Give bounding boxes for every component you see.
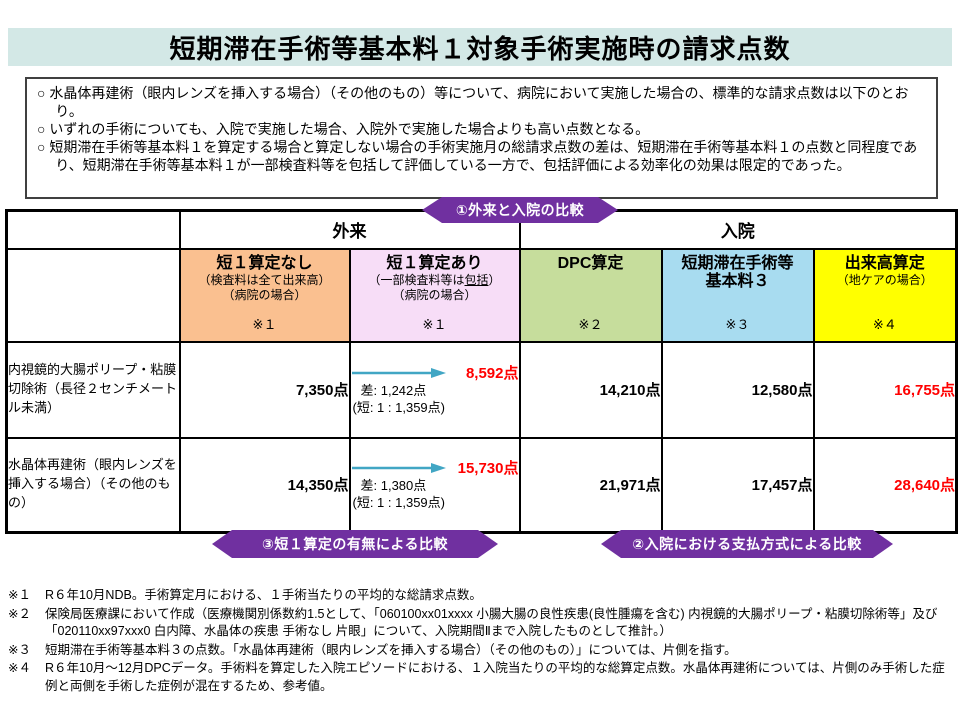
col-footnote-ref: ※２ [578, 316, 603, 332]
note-item: ○ 短期滞在手術等基本料１を算定する場合と算定しない場合の手術実施月の総請求点数… [37, 139, 918, 173]
col-header-text: 短１算定あり （一部検査料等は包括） （病院の場合） [368, 255, 500, 305]
points-value-red: 15,730点 [457, 460, 519, 478]
diff-value: 差: 1,380点 [360, 478, 427, 494]
col-header-content: 短期滞在手術等 基本料３ ※３ [663, 250, 813, 337]
tan1-reference-value: (短: 1 : 1,359点) [352, 400, 445, 415]
cell-fee-for-service: 16,755点 [812, 340, 958, 439]
footnote-item: ※２ 保険局医療課において作成（医療機関別係数約1.5として、「060100xx… [8, 606, 954, 641]
col-header-tan1-ari: 短１算定あり （一部検査料等は包括） （病院の場合） ※１ [348, 247, 521, 343]
col-subtitle: （病院の場合） [222, 288, 307, 303]
col-subtitle-underlined: 包括 [464, 272, 489, 287]
col-footnote-ref: ※３ [725, 316, 750, 332]
footnote-item: ※４ R６年10月～12月DPCデータ。手術料を算定した入院エピソードにおける、… [8, 660, 954, 695]
footnote-text: 短期滞在手術等基本料３の点数。「水晶体再建術（眼内レンズを挿入する場合）（その他… [45, 642, 737, 657]
col-header-dekidaka: 出来高算定 （地ケアの場合） ※４ [812, 247, 958, 343]
col-header-dpc: DPC算定 ※２ [518, 247, 663, 343]
banner-payment-method-comparison: ②入院における支払方式による比較 [601, 530, 893, 558]
col-subtitle: （地ケアの場合） [836, 272, 933, 287]
cell-no-tan1: 14,350点 [178, 436, 351, 534]
col-header-text: 出来高算定 （地ケアの場合） [837, 255, 933, 289]
footnote-marker: ※１ [8, 588, 31, 602]
tan1-reference-value: (短: 1 : 1,359点) [352, 495, 445, 511]
summary-notes-box: ○ 水晶体再建術（眼内レンズを挿入する場合）（その他のもの）等について、病院にお… [25, 77, 938, 199]
footnote-item: ※３ 短期滞在手術等基本料３の点数。「水晶体再建術（眼内レンズを挿入する場合）（… [8, 642, 954, 660]
col-header-content: DPC算定 ※２ [521, 250, 661, 337]
col-subtitle-suffix: ） [488, 272, 501, 287]
col-title: 短期滞在手術等 基本料３ [681, 254, 794, 290]
col-header-content: 出来高算定 （地ケアの場合） ※４ [815, 250, 956, 337]
footnote-marker: ※４ [8, 661, 31, 675]
cell-fee-for-service: 28,640点 [812, 436, 958, 534]
col-header-text: 短１算定なし （検査料は全て出来高） （病院の場合） [198, 255, 330, 305]
cell-dpc: 21,971点 [518, 436, 663, 534]
banner-tan1-comparison: ③短１算定の有無による比較 [212, 530, 498, 558]
col-header-tanki3: 短期滞在手術等 基本料３ ※３ [660, 247, 815, 343]
points-value-red: 8,592点 [465, 365, 519, 383]
cell-tanki3: 12,580点 [660, 340, 815, 439]
row-label-header-cell [5, 247, 181, 343]
comparison-line: 15,730点 [351, 457, 519, 478]
col-subtitle-prefix: （一部検査料等は [368, 272, 465, 287]
row-label-polypectomy: 内視鏡的大腸ポリープ・粘膜切除術（長径２センチメートル未満） [5, 340, 181, 439]
col-title: 短１算定なし [216, 254, 313, 272]
footnote-text: R６年10月～12月DPCデータ。手術料を算定した入院エピソードにおける、１入院… [45, 661, 945, 693]
table-row: 内視鏡的大腸ポリープ・粘膜切除術（長径２センチメートル未満） 7,350点 8,… [5, 340, 958, 439]
col-footnote-ref: ※４ [872, 316, 897, 332]
footnote-marker: ※３ [8, 642, 31, 657]
col-title: 出来高算定 [844, 254, 925, 272]
cell-tanki3: 17,457点 [660, 436, 815, 534]
row-label-lens-reconstruction: 水晶体再建術（眼内レンズを挿入する場合）（その他のもの） [5, 436, 181, 534]
corner-cell [5, 209, 181, 250]
table-row: 水晶体再建術（眼内レンズを挿入する場合）（その他のもの） 14,350点 15,… [5, 436, 958, 534]
banner-outpatient-vs-inpatient: ①外来と入院の比較 [422, 197, 618, 223]
col-header-tan1-nashi: 短１算定なし （検査料は全て出来高） （病院の場合） ※１ [178, 247, 351, 343]
cell-with-tan1: 15,730点 差: 1,380点 (短: 1 : 1,359点) [348, 436, 521, 534]
col-title: 短１算定あり [386, 254, 483, 272]
note-item: ○ 水晶体再建術（眼内レンズを挿入する場合）（その他のもの）等について、病院にお… [37, 85, 909, 119]
col-footnote-ref: ※１ [422, 316, 447, 332]
cell-dpc: 14,210点 [518, 340, 663, 439]
diff-value: 差: 1,242点 [360, 383, 427, 399]
footnotes: ※１ R６年10月NDB。手術算定月における、１手術当たりの平均的な総請求点数。… [8, 587, 954, 696]
footnote-text: R６年10月NDB。手術算定月における、１手術当たりの平均的な総請求点数。 [45, 588, 482, 602]
footnote-item: ※１ R６年10月NDB。手術算定月における、１手術当たりの平均的な総請求点数。 [8, 587, 954, 605]
increase-arrow-icon [351, 462, 446, 473]
col-header-content: 短１算定あり （一部検査料等は包括） （病院の場合） ※１ [351, 250, 519, 337]
col-subtitle: （一部検査料等は包括） [368, 273, 500, 289]
col-title: DPC算定 [557, 254, 624, 272]
cell-with-tan1: 8,592点 差: 1,242点 (短: 1 : 1,359点) [348, 340, 521, 439]
note-item: ○ いずれの手術についても、入院で実施した場合、入院外で実施した場合よりも高い点… [37, 121, 650, 137]
col-subtitle: （検査料は全て出来高） [198, 272, 331, 287]
col-subtitle: （病院の場合） [392, 288, 477, 303]
comparison-line: 8,592点 [351, 362, 519, 383]
increase-arrow-icon [351, 367, 446, 378]
slide-title-bar: 短期滞在手術等基本料１対象手術実施時の請求点数 [8, 28, 952, 66]
col-footnote-ref: ※１ [252, 316, 277, 332]
page-title: 短期滞在手術等基本料１対象手術実施時の請求点数 [169, 33, 791, 64]
footnote-text: 保険局医療課において作成（医療機関別係数約1.5として、「060100xx01x… [45, 606, 938, 639]
col-header-content: 短１算定なし （検査料は全て出来高） （病院の場合） ※１ [181, 250, 349, 337]
footnote-marker: ※２ [8, 606, 31, 621]
billing-points-table: 外来 入院 短１算定なし （検査料は全て出来高） （病院の場合） ※１ [5, 209, 959, 534]
cell-no-tan1: 7,350点 [178, 340, 351, 439]
